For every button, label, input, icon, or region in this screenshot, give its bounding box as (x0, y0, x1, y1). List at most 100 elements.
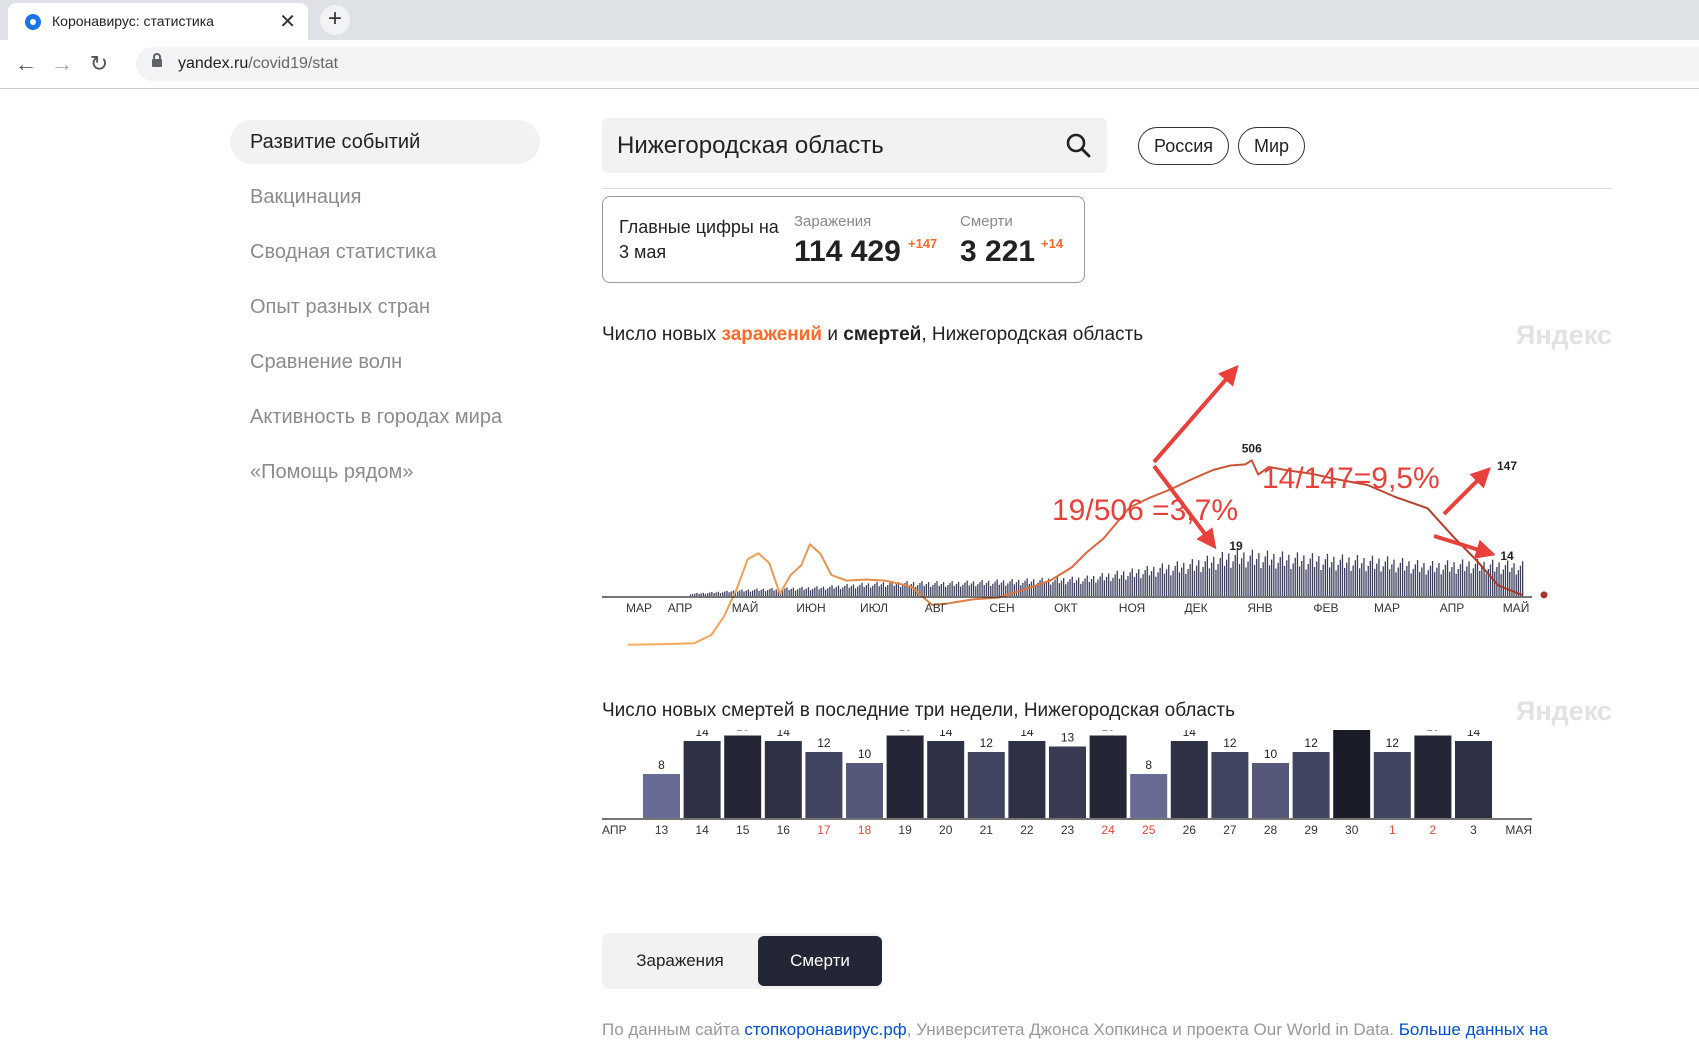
death-bar (764, 741, 802, 818)
day-tick-label: 17 (817, 823, 831, 837)
death-day-bar (1172, 570, 1174, 596)
death-day-bar (1015, 582, 1018, 596)
death-day-bar (1041, 577, 1043, 596)
death-day-bar (1043, 583, 1045, 596)
death-day-bar (786, 587, 788, 596)
death-day-bar (1498, 562, 1500, 596)
death-bar (805, 752, 843, 818)
day-tick-label: 16 (777, 823, 791, 837)
death-day-bar (831, 585, 833, 596)
death-day-bar (1509, 572, 1511, 596)
peak-deaths-label: 19 (1229, 539, 1243, 553)
day-tick-label: 26 (1183, 823, 1197, 837)
reload-icon[interactable]: ↻ (89, 51, 109, 76)
death-day-bar (756, 588, 758, 596)
browser-tab[interactable]: Коронавирус: статистика ✕ (8, 3, 308, 40)
death-day-bar (1159, 567, 1161, 596)
death-bar (643, 774, 680, 818)
death-day-bar (816, 586, 818, 596)
new-tab-button[interactable]: + (320, 5, 350, 35)
death-day-bar (790, 588, 792, 596)
death-day-bar (1496, 567, 1498, 596)
death-day-bar (1226, 559, 1228, 596)
close-tab-icon[interactable]: ✕ (279, 11, 296, 33)
sidebar-item-cities[interactable]: Активность в городах мира (250, 406, 503, 428)
death-day-bar (852, 584, 855, 596)
death-day-bar (1174, 566, 1176, 596)
death-day-bar (1245, 567, 1247, 596)
stopcoronavirus-link[interactable]: стопкоронавирус.рф (744, 1020, 907, 1039)
death-day-bar (895, 584, 897, 596)
death-day-bar (1313, 567, 1316, 596)
death-day-bar (1307, 564, 1309, 596)
x-tick-label: ДЕК (1184, 601, 1207, 615)
sidebar-item-vaccination[interactable]: Вакцинация (250, 186, 362, 208)
toggle-deaths[interactable]: Смерти (758, 936, 882, 986)
day-tick-label: 27 (1223, 823, 1237, 837)
death-day-bar (1067, 581, 1069, 596)
sidebar-item-events[interactable]: Развитие событий (230, 120, 540, 164)
world-button[interactable]: Мир (1238, 127, 1306, 165)
death-day-bar (1273, 553, 1275, 596)
death-day-bar (1341, 554, 1344, 596)
death-bar-value: 10 (1264, 747, 1278, 761)
death-day-bar (1292, 563, 1294, 596)
death-day-bar (902, 585, 904, 596)
death-day-bar (1277, 562, 1279, 596)
death-day-bar (1296, 552, 1299, 596)
death-day-bar (1303, 555, 1305, 596)
death-day-bar (1232, 561, 1234, 596)
more-data-link[interactable]: Больше данных на (1398, 1020, 1548, 1039)
x-tick-label: МАЙ (1503, 600, 1530, 615)
death-day-bar (1369, 560, 1371, 596)
x-tick-label: ОКТ (1054, 601, 1078, 615)
death-day-bar (1048, 578, 1050, 596)
death-bar (846, 763, 883, 818)
death-day-bar (857, 586, 859, 596)
search-input[interactable]: Нижегородская область (617, 132, 884, 159)
death-day-bar (1002, 580, 1005, 596)
annotation-arrow (1433, 534, 1496, 559)
death-bar (1252, 763, 1289, 818)
death-day-bar (1221, 552, 1223, 596)
sidebar-item-help[interactable]: «Помощь рядом» (250, 461, 414, 483)
death-day-bar (1007, 583, 1009, 596)
death-day-bar (1086, 575, 1088, 596)
death-day-bar (1200, 572, 1202, 596)
back-icon[interactable]: ← (15, 51, 37, 76)
death-day-bar (1028, 584, 1030, 596)
death-bar (1049, 746, 1086, 818)
death-day-bar (715, 592, 717, 596)
death-day-bar (1298, 566, 1301, 596)
death-day-bar (1389, 569, 1391, 596)
forward-icon[interactable]: → (51, 51, 73, 76)
death-day-bar (1474, 563, 1477, 596)
death-day-bar (1075, 580, 1078, 596)
region-search[interactable]: Нижегородская область (602, 118, 1107, 173)
search-icon[interactable] (1065, 132, 1091, 158)
death-day-bar (1140, 578, 1142, 596)
toggle-infections[interactable]: Заражения (636, 951, 724, 970)
death-day-bar (773, 590, 775, 596)
death-day-bar (947, 585, 949, 596)
russia-button[interactable]: Россия (1138, 127, 1230, 165)
death-day-bar (1395, 572, 1397, 596)
death-day-bar (1459, 564, 1462, 596)
sidebar-item-summary[interactable]: Сводная статистика (250, 241, 437, 263)
death-day-bar (1427, 570, 1429, 596)
death-day-bar (754, 589, 756, 596)
death-day-bar (1243, 552, 1245, 596)
infections-value: 114 429 (794, 235, 901, 268)
death-day-bar (696, 593, 698, 596)
x-tick-label: ИЮЛ (860, 601, 888, 615)
death-day-bar (724, 591, 726, 596)
death-day-bar (1118, 578, 1121, 596)
death-day-bar (732, 590, 734, 596)
death-day-bar (758, 590, 760, 596)
sidebar-item-waves[interactable]: Сравнение волн (250, 351, 403, 373)
sidebar-item-countries[interactable]: Опыт разных стран (250, 296, 431, 318)
address-bar[interactable]: yandex.ru/covid19/stat (136, 47, 1699, 81)
annotation-arrow (1152, 464, 1217, 550)
death-day-bar (1391, 564, 1393, 596)
death-day-bar (1522, 561, 1524, 596)
